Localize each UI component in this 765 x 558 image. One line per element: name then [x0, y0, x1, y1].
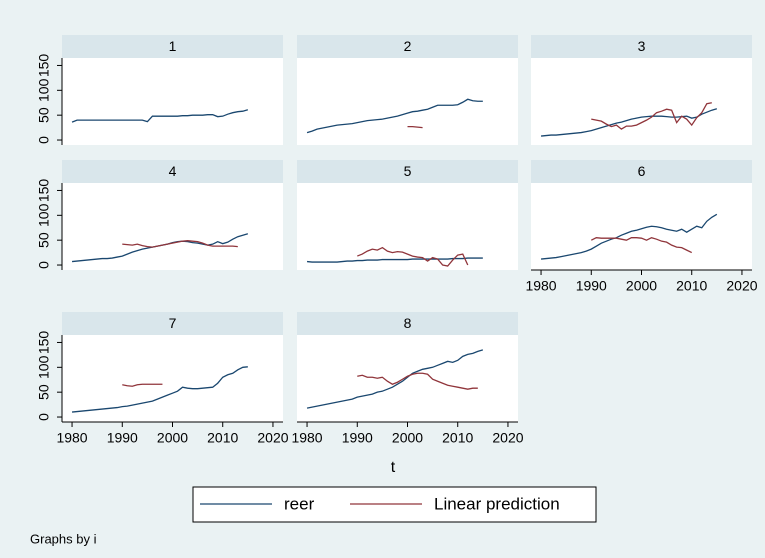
series-line	[540, 213, 718, 260]
x-tick-label: 1980	[291, 430, 322, 446]
y-tick-label: 50	[36, 107, 52, 123]
x-tick-label: 2010	[442, 430, 473, 446]
y-tick-label: 0	[36, 413, 52, 421]
panel-title: 8	[404, 315, 412, 331]
plot-area	[62, 183, 283, 270]
plot-area	[62, 335, 283, 422]
note: Graphs by i	[30, 531, 97, 546]
series-line	[306, 98, 483, 134]
series-line	[357, 372, 478, 390]
x-axis-label: t	[391, 459, 396, 476]
panel-strip	[62, 160, 283, 183]
panel-title: 4	[169, 163, 177, 179]
x-tick-label: 1990	[342, 430, 373, 446]
panel-title: 2	[404, 38, 412, 54]
y-tick-label: 150	[36, 331, 52, 355]
series-line	[590, 236, 693, 254]
panel-title: 7	[169, 315, 177, 331]
plot-area	[531, 58, 752, 145]
y-tick-label: 0	[36, 261, 52, 269]
series-line	[71, 366, 248, 413]
y-tick-label: 0	[36, 136, 52, 144]
x-tick-label: 2010	[207, 430, 238, 446]
plot-area	[531, 183, 752, 270]
panel-title: 3	[638, 38, 646, 54]
panel-strip	[62, 35, 283, 58]
legend-label: reer	[284, 494, 315, 513]
series-line	[122, 240, 238, 248]
x-tick-label: 1990	[107, 430, 138, 446]
series-line	[71, 109, 249, 123]
panel-strip	[297, 35, 518, 58]
plot-area	[297, 183, 518, 270]
x-tick-label: 2000	[157, 430, 188, 446]
panel-strip	[531, 160, 752, 183]
x-tick-label: 1980	[56, 430, 87, 446]
y-tick-label: 50	[36, 384, 52, 400]
panel-strip	[297, 312, 518, 335]
panel-title: 1	[169, 38, 177, 54]
plot-area	[297, 58, 518, 145]
y-tick-label: 100	[36, 203, 52, 227]
series-line	[122, 383, 163, 387]
y-tick-label: 150	[36, 54, 52, 78]
plot-area	[62, 58, 283, 145]
panel-strip	[531, 35, 752, 58]
x-tick-label: 2020	[492, 430, 523, 446]
x-tick-label: 2000	[626, 278, 657, 294]
series-line	[540, 108, 718, 137]
y-tick-label: 150	[36, 179, 52, 203]
panel-title: 6	[638, 163, 646, 179]
x-tick-label: 2020	[726, 278, 757, 294]
plot-area	[297, 335, 518, 422]
y-tick-label: 100	[36, 355, 52, 379]
y-tick-label: 100	[36, 78, 52, 102]
panel-strip	[62, 312, 283, 335]
series-line	[306, 349, 484, 409]
series-line	[591, 102, 712, 130]
series-line	[357, 246, 469, 267]
x-tick-label: 2000	[392, 430, 423, 446]
legend-label: Linear prediction	[434, 494, 560, 513]
panel-title: 5	[404, 163, 412, 179]
y-tick-label: 50	[36, 232, 52, 248]
x-tick-label: 1980	[525, 278, 556, 294]
x-tick-label: 1990	[576, 278, 607, 294]
panel-strip	[297, 160, 518, 183]
x-tick-label: 2020	[257, 430, 288, 446]
x-tick-label: 2010	[676, 278, 707, 294]
series-line	[407, 125, 423, 129]
